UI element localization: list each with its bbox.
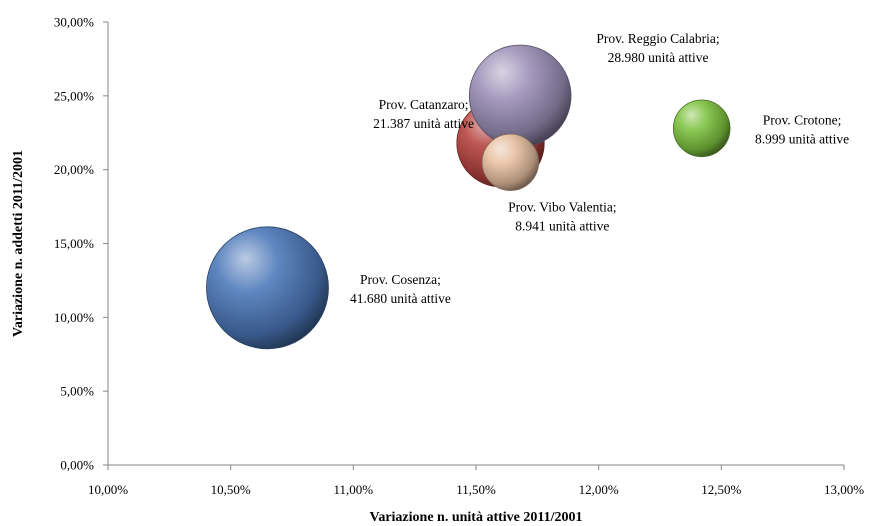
bubble-vibo-valentia bbox=[481, 133, 539, 191]
bubble-crotone bbox=[672, 99, 731, 158]
axes: 0,00% 5,00% 10,00% 15,00% 20,00% 25,00% 30,00%… bbox=[54, 15, 864, 498]
bubble-label-size: 21.387 unità attive bbox=[373, 116, 474, 131]
y-tick-label: 10,00% bbox=[54, 310, 94, 325]
y-tick-label: 0,00% bbox=[60, 458, 94, 473]
x-tick-label: 12,00% bbox=[579, 482, 619, 497]
bubble-label-size: 8.999 unità attive bbox=[755, 131, 849, 146]
y-tick-label: 20,00% bbox=[54, 162, 94, 177]
bubble-label-size: 41.680 unità attive bbox=[350, 291, 451, 306]
y-tick-label: 5,00% bbox=[60, 384, 94, 399]
bubbles bbox=[206, 44, 731, 350]
bubble-reggio-calabria bbox=[468, 44, 572, 148]
bubble-label-size: 28.980 unità attive bbox=[608, 50, 709, 65]
y-axis-title: Variazione n. addetti 2011/2001 bbox=[11, 150, 26, 337]
bubble-label-size: 8.941 unità attive bbox=[515, 218, 609, 233]
x-tick-label: 11,50% bbox=[456, 482, 496, 497]
bubble-label-name: Prov. Vibo Valentia; bbox=[508, 199, 616, 214]
x-axis-title: Variazione n. unità attive 2011/2001 bbox=[370, 510, 583, 525]
bubble-cosenza bbox=[206, 226, 329, 350]
bubble-label-name: Prov. Cosenza; bbox=[360, 272, 441, 287]
bubble-label-name: Prov. Catanzaro; bbox=[379, 97, 469, 112]
bubble-label-name: Prov. Reggio Calabria; bbox=[596, 31, 719, 46]
y-tick-label: 25,00% bbox=[54, 88, 94, 103]
x-tick-label: 12,50% bbox=[701, 482, 741, 497]
x-tick-label: 10,00% bbox=[88, 482, 128, 497]
y-tick-label: 15,00% bbox=[54, 236, 94, 251]
x-tick-label: 11,00% bbox=[334, 482, 374, 497]
y-tick-label: 30,00% bbox=[54, 15, 94, 30]
bubble-label-name: Prov. Crotone; bbox=[763, 112, 842, 127]
x-tick-label: 10,50% bbox=[211, 482, 251, 497]
bubble-labels: Prov. Cosenza; 41.680 unità attive Prov. C… bbox=[350, 31, 849, 306]
x-tick-label: 13,00% bbox=[824, 482, 864, 497]
